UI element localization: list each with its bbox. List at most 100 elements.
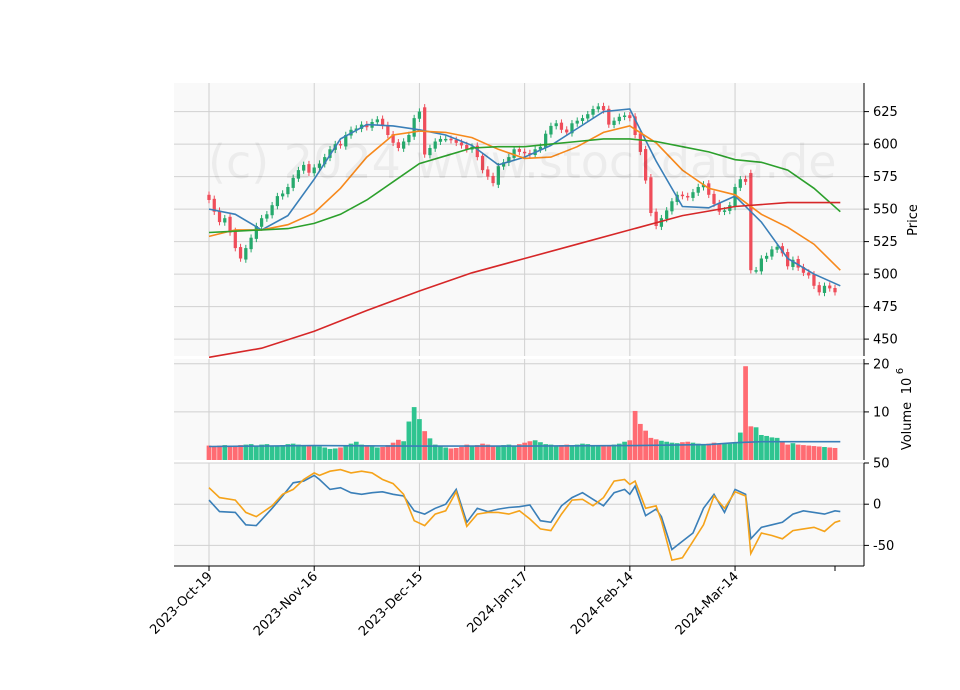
x-tick-label: 2024-Mar-14: [673, 569, 742, 638]
x-axis: 2023-Oct-19 2023-Nov-16 2023-Dec-15 2024-Ja…: [147, 565, 864, 639]
volume-bar: [527, 441, 533, 460]
candle-body: [517, 149, 522, 152]
price-ytick-label: 550: [873, 203, 898, 218]
candle-body: [807, 272, 811, 276]
volume-bar: [601, 446, 606, 460]
candle-body: [633, 116, 637, 135]
volume-bar: [406, 421, 412, 460]
price-ytick-label: 625: [873, 105, 898, 120]
volume-bar: [238, 445, 243, 460]
volume-bar: [432, 444, 438, 460]
volume-bar: [806, 445, 812, 460]
volume-bar: [695, 443, 701, 460]
x-tick-label: 2023-Nov-16: [251, 569, 321, 639]
volume-bar: [396, 439, 401, 460]
candle-body: [223, 218, 227, 223]
candle-body: [449, 138, 453, 141]
price-ytick-label: 475: [873, 300, 898, 315]
volume-bar: [206, 445, 212, 460]
volume-bar: [506, 444, 512, 460]
oscillator-ytick-label: -50: [873, 539, 894, 554]
candle-body: [617, 116, 621, 122]
volume-bar: [401, 441, 407, 460]
volume-bar: [711, 442, 717, 460]
volume-bar: [753, 427, 759, 460]
candle-body: [507, 157, 511, 163]
volume-bar: [801, 445, 806, 460]
candle-body: [565, 129, 569, 133]
volume-bar: [727, 443, 733, 460]
watermark-text: (c) 2024 www.stockdata.de: [208, 135, 837, 189]
volume-bar: [737, 432, 743, 460]
volume-bar: [385, 445, 391, 460]
volume-bar: [716, 444, 722, 460]
candle-body: [601, 106, 606, 111]
volume-bar: [327, 448, 333, 460]
volume-bar: [632, 410, 638, 460]
candle-body: [628, 115, 632, 119]
candle-body: [549, 125, 553, 135]
volume-bar: [722, 443, 727, 460]
volume-bar: [627, 440, 633, 460]
candle-body: [638, 133, 642, 152]
candle-body: [754, 270, 758, 272]
volume-bar: [275, 445, 280, 460]
volume-bar: [338, 447, 343, 460]
candle-body: [275, 196, 280, 207]
volume-scale-base: 10: [900, 378, 915, 395]
volume-bar: [211, 446, 217, 460]
volume-bar: [748, 426, 754, 460]
volume-bar: [585, 444, 591, 460]
candle-body: [691, 192, 695, 198]
candle-body: [407, 135, 411, 143]
candle-body: [475, 145, 479, 158]
volume-bar: [227, 445, 233, 460]
volume-bar: [659, 440, 664, 460]
price-ytick-label: 600: [873, 138, 898, 153]
volume-axis-label: Volume: [900, 402, 915, 450]
candle-body: [607, 108, 611, 125]
candle-body: [428, 148, 432, 156]
volume-bar: [374, 447, 380, 460]
volume-bar: [285, 444, 291, 460]
volume-bar: [780, 441, 785, 460]
volume-bar: [517, 444, 522, 460]
candle-body: [696, 187, 700, 193]
volume-bar: [269, 446, 275, 460]
volume-bar: [411, 407, 417, 460]
candle-body: [612, 120, 616, 125]
candle-body: [654, 211, 658, 226]
candle-body: [570, 123, 574, 134]
candle-body: [307, 164, 311, 173]
price-ytick-label: 450: [873, 333, 898, 348]
candle-body: [375, 119, 379, 123]
candle-body: [386, 124, 390, 135]
candle-body: [417, 111, 422, 119]
volume-bar: [490, 446, 496, 460]
volume-bar: [453, 447, 459, 460]
volume-bar: [485, 444, 491, 460]
x-tick-label: 2023-Oct-19: [147, 569, 215, 637]
price-panel: 450 475 500 525 550 575 600 625: [174, 83, 898, 359]
candle-body: [391, 134, 395, 143]
volume-bar: [616, 443, 622, 460]
price-ma-line-4: [208, 201, 841, 359]
candle-body: [544, 133, 548, 148]
candle-body: [207, 194, 211, 200]
volume-bar: [758, 434, 764, 460]
x-tick-label: 2024-Jan-17: [464, 569, 531, 636]
candle-body: [338, 143, 343, 146]
volume-bar: [290, 443, 296, 460]
oscillator-background: [174, 463, 864, 566]
candle-body: [622, 115, 627, 117]
candle-body: [249, 237, 253, 250]
candle-body: [496, 166, 500, 185]
candle-body: [281, 193, 285, 197]
candle-body: [717, 203, 721, 212]
candle-body: [344, 135, 348, 147]
candle-body: [254, 226, 258, 239]
volume-bar: [459, 447, 464, 460]
candle-body: [538, 146, 543, 150]
oscillator-ytick-label: 50: [873, 457, 890, 472]
